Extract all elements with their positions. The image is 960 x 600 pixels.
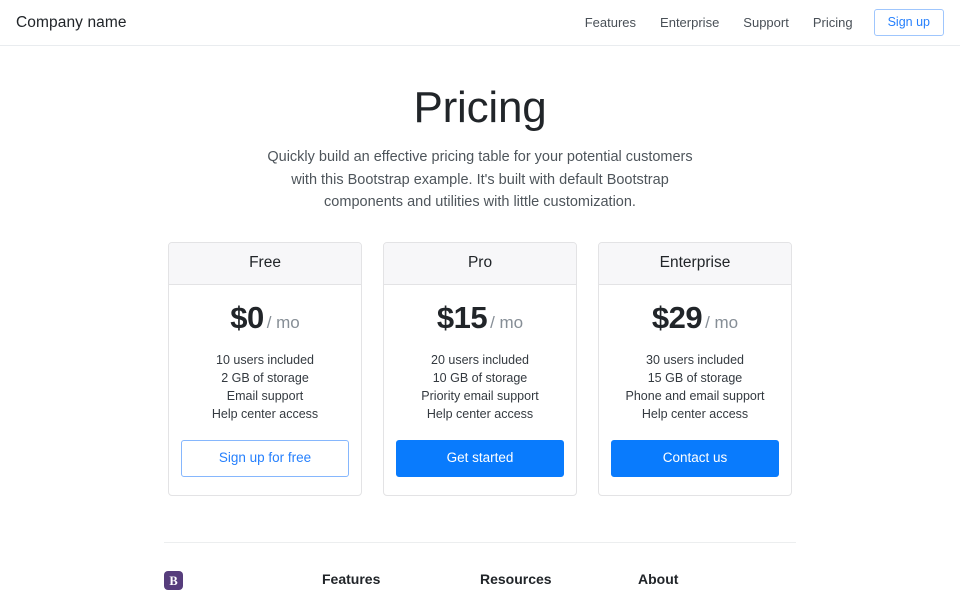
plan-feature-item: Phone and email support: [625, 389, 765, 404]
page-title: Pricing: [413, 83, 547, 132]
plan-price-period: / mo: [705, 312, 739, 332]
pricing-card-body: $0/ mo 10 users included 2 GB of storage…: [169, 285, 361, 495]
plan-price: $0/ mo: [181, 302, 349, 333]
nav-link-support[interactable]: Support: [743, 15, 789, 30]
plan-feature-item: Help center access: [211, 407, 319, 422]
pricing-cards-row: Free $0/ mo 10 users included 2 GB of st…: [0, 241, 960, 497]
plan-feature-item: Priority email support: [421, 389, 539, 404]
plan-feature-item: Help center access: [426, 407, 534, 422]
pricing-card-free: Free $0/ mo 10 users included 2 GB of st…: [168, 241, 362, 497]
hero-subtitle: Quickly build an effective pricing table…: [267, 149, 693, 211]
footer-column-about: About Team Locations Privacy Terms: [638, 571, 796, 600]
pricing-card-enterprise: Enterprise $29/ mo 30 users included 15 …: [598, 241, 792, 497]
pricing-card-body: $29/ mo 30 users included 15 GB of stora…: [599, 285, 791, 495]
primary-navigation: Features Enterprise Support Pricing Sign…: [573, 9, 944, 36]
footer-column-resources: Resources Resource Resource name Another…: [480, 571, 638, 600]
footer-column-features: Features Cool stuff Random feature Team …: [322, 571, 480, 600]
bootstrap-logo-icon: B: [164, 571, 183, 591]
site-header: Company name Features Enterprise Support…: [0, 0, 960, 46]
footer-column-heading: Resources: [480, 571, 552, 588]
plan-name: Enterprise: [659, 253, 731, 271]
footer-column-heading: About: [638, 571, 679, 588]
pricing-card-header: Enterprise: [599, 242, 791, 285]
hero-section: Pricing Quickly build an effective prici…: [0, 46, 960, 220]
nav-link-pricing[interactable]: Pricing: [812, 15, 853, 30]
plan-feature-item: 30 users included: [646, 352, 744, 367]
plan-feature-item: 10 users included: [216, 352, 314, 367]
plan-price-period: / mo: [490, 312, 524, 332]
plan-name: Free: [249, 253, 281, 271]
plan-price: $29/ mo: [611, 302, 779, 333]
pricing-card-header: Free: [169, 242, 361, 285]
plan-price-amount: $29: [651, 299, 703, 335]
plan-feature-item: Email support: [226, 389, 304, 404]
plan-price-amount: $15: [436, 299, 488, 335]
plan-feature-item: Help center access: [641, 407, 749, 422]
plan-cta-button-free[interactable]: Sign up for free: [181, 440, 349, 478]
footer-inner: B © 2017 Features Cool stuff Random feat…: [164, 542, 796, 600]
plan-feature-list: 20 users included 10 GB of storage Prior…: [396, 351, 564, 424]
plan-feature-list: 10 users included 2 GB of storage Email …: [181, 351, 349, 424]
plan-cta-button-enterprise[interactable]: Contact us: [611, 440, 779, 478]
plan-feature-item: 2 GB of storage: [221, 371, 309, 386]
plan-feature-item: 20 users included: [431, 352, 529, 367]
plan-price: $15/ mo: [396, 302, 564, 333]
pricing-card-header: Pro: [384, 242, 576, 285]
brand-company-name[interactable]: Company name: [16, 13, 127, 31]
footer-column-heading: Features: [322, 571, 381, 588]
nav-link-features[interactable]: Features: [584, 15, 637, 30]
plan-price-amount: $0: [230, 299, 264, 335]
plan-feature-list: 30 users included 15 GB of storage Phone…: [611, 351, 779, 424]
pricing-card-body: $15/ mo 20 users included 10 GB of stora…: [384, 285, 576, 495]
plan-feature-item: 15 GB of storage: [647, 371, 743, 386]
plan-feature-item: 10 GB of storage: [432, 371, 528, 386]
footer-brand-column: B © 2017: [164, 571, 322, 600]
plan-name: Pro: [467, 253, 493, 271]
nav-link-enterprise[interactable]: Enterprise: [660, 15, 720, 30]
sign-up-button[interactable]: Sign up: [873, 9, 944, 36]
site-footer: B © 2017 Features Cool stuff Random feat…: [0, 542, 960, 600]
pricing-card-pro: Pro $15/ mo 20 users included 10 GB of s…: [383, 241, 577, 497]
plan-cta-button-pro[interactable]: Get started: [396, 440, 564, 478]
plan-price-period: / mo: [266, 312, 300, 332]
